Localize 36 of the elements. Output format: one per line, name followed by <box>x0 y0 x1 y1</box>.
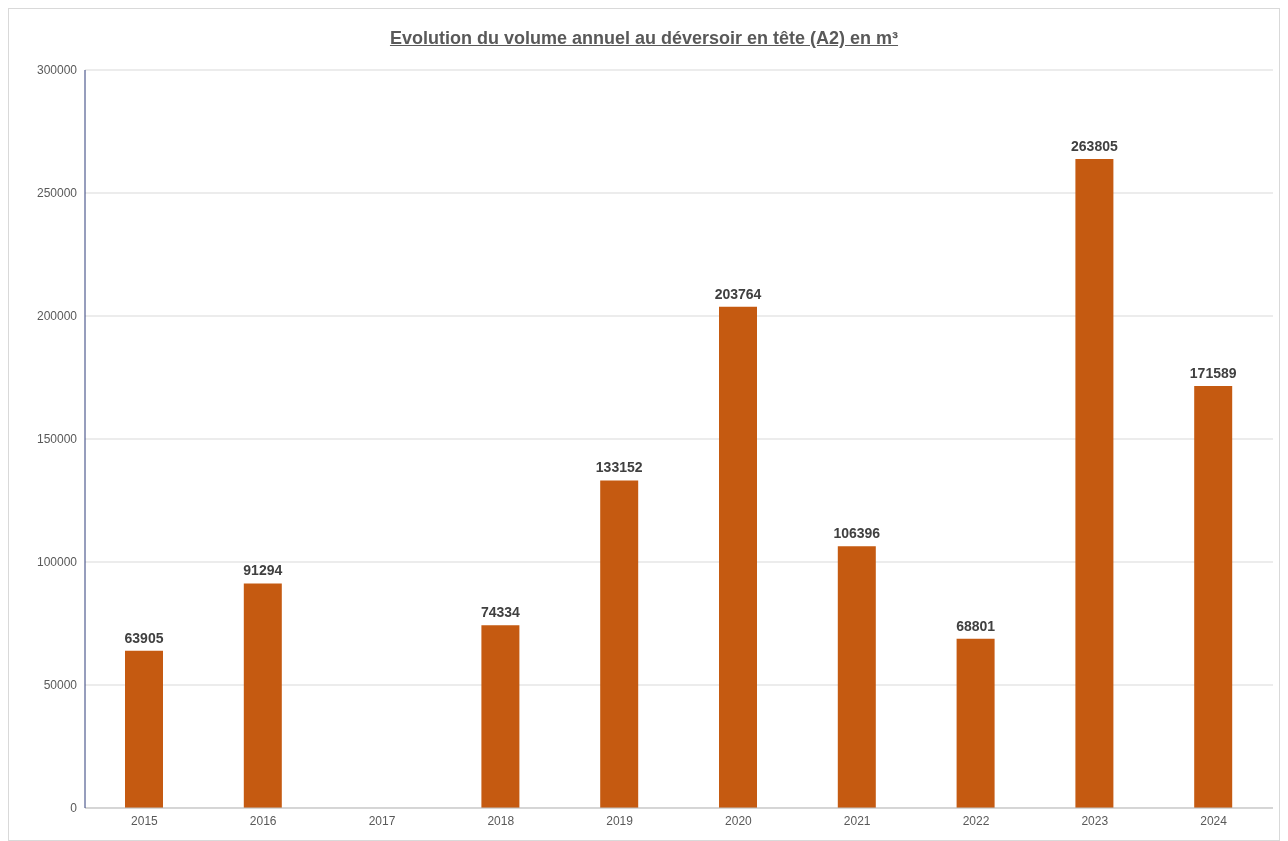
y-tick-label: 250000 <box>36 186 78 201</box>
data-label: 63905 <box>124 629 164 646</box>
x-tick-label: 2016 <box>249 813 277 828</box>
data-label: 133152 <box>595 459 643 476</box>
data-label: 74334 <box>480 604 521 621</box>
data-label: 91294 <box>243 562 283 579</box>
data-label: 203764 <box>714 285 762 302</box>
y-tick-label: 100000 <box>36 555 78 570</box>
x-tick-label: 2017 <box>368 813 396 828</box>
y-tick-label: 300000 <box>36 63 78 78</box>
y-tick-label: 200000 <box>36 309 78 324</box>
bar <box>481 625 520 808</box>
x-tick-label: 2022 <box>962 813 990 828</box>
y-tick-label: 50000 <box>43 678 78 693</box>
data-label: 68801 <box>956 617 996 634</box>
bar <box>1075 159 1114 808</box>
y-tick-label: 150000 <box>36 432 78 447</box>
bar <box>837 546 876 808</box>
bar <box>125 650 163 808</box>
x-tick-label: 2018 <box>487 813 515 828</box>
x-tick-label: 2021 <box>843 813 871 828</box>
data-label: 263805 <box>1071 138 1118 155</box>
data-label: 171589 <box>1189 364 1237 381</box>
chart-title: Evolution du volume annuel au déversoir en tête (A2) en m³ <box>388 28 900 49</box>
x-tick-label: 2020 <box>725 813 753 828</box>
y-tick-label: 0 <box>70 801 78 816</box>
x-tick-label: 2019 <box>606 813 634 828</box>
bar <box>719 306 757 808</box>
bar <box>1194 385 1233 808</box>
bar <box>956 638 995 808</box>
data-label: 106396 <box>833 525 881 542</box>
x-tick-label: 2015 <box>131 813 159 828</box>
bar <box>600 480 639 808</box>
x-tick-label: 2023 <box>1081 813 1109 828</box>
bar <box>243 583 282 808</box>
x-tick-label: 2024 <box>1200 813 1228 828</box>
